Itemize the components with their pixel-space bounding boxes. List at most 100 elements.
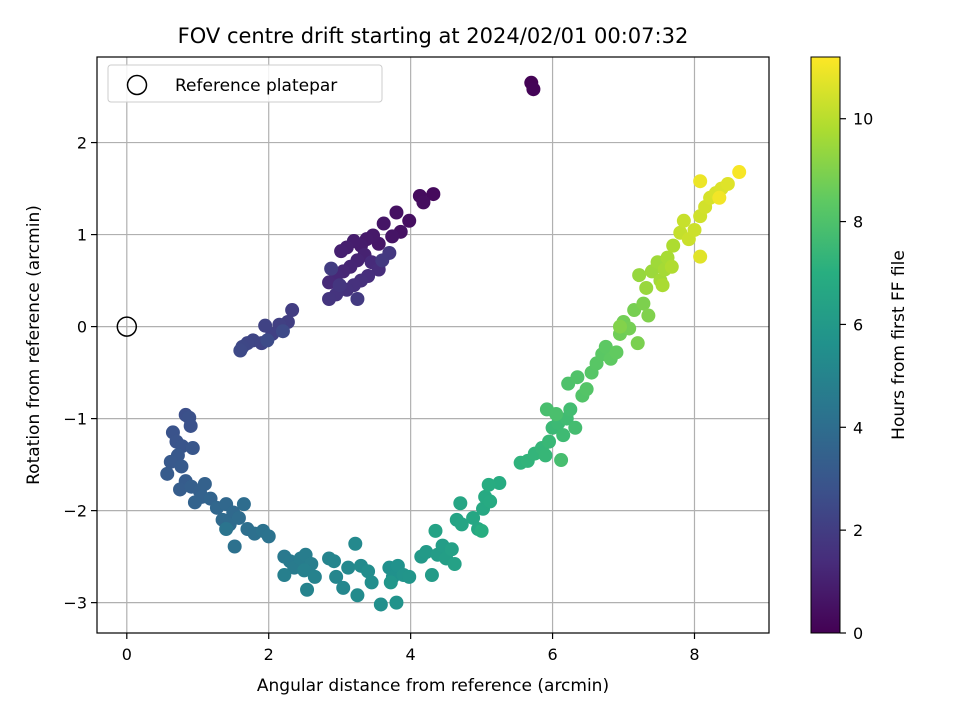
data-point	[416, 195, 431, 210]
data-point	[655, 278, 670, 293]
data-point	[300, 582, 315, 597]
data-point	[676, 213, 691, 228]
data-point	[324, 261, 339, 276]
data-point	[389, 595, 404, 610]
x-tick-label: 6	[547, 645, 557, 664]
data-point	[687, 222, 702, 237]
data-point	[297, 563, 312, 578]
data-point	[219, 522, 234, 537]
data-point	[334, 244, 349, 259]
data-point	[336, 580, 351, 595]
y-axis-label: Rotation from reference (arcmin)	[24, 205, 44, 485]
data-point	[389, 205, 404, 220]
data-point	[277, 568, 292, 583]
data-point	[258, 318, 273, 333]
data-point	[424, 568, 439, 583]
data-point	[322, 291, 337, 306]
data-point	[720, 176, 735, 191]
data-point	[712, 190, 727, 205]
y-axis-ticks: −3 −2 −1 0 1 2	[63, 134, 97, 613]
data-point	[639, 280, 654, 295]
reference-platepar-marker	[116, 316, 138, 337]
x-axis-label: Angular distance from reference (arcmin)	[257, 676, 609, 696]
data-point	[187, 495, 202, 510]
data-point	[174, 459, 189, 474]
y-tick-label: 2	[77, 134, 87, 153]
data-point	[341, 560, 356, 575]
data-point	[383, 575, 398, 590]
data-point	[570, 370, 585, 385]
data-point	[236, 497, 251, 512]
data-point	[231, 510, 246, 525]
x-tick-label: 4	[406, 645, 416, 664]
data-point	[260, 333, 275, 348]
data-point	[285, 303, 300, 318]
data-point	[481, 477, 496, 492]
data-point	[227, 539, 242, 554]
data-point	[693, 249, 708, 264]
colorbar-tick-label: 10	[853, 110, 873, 129]
data-point	[549, 407, 564, 422]
data-point	[609, 345, 624, 360]
data-point	[402, 213, 417, 228]
colorbar-tick-label: 0	[853, 624, 863, 643]
data-point	[163, 454, 178, 469]
data-point	[666, 238, 681, 253]
data-point	[447, 556, 462, 571]
data-point	[453, 496, 468, 511]
y-tick-label: −3	[63, 594, 87, 613]
data-point	[183, 418, 198, 433]
data-point	[402, 569, 417, 584]
chart-title: FOV centre drift starting at 2024/02/01 …	[178, 24, 689, 48]
colorbar-tick-label: 6	[853, 315, 863, 334]
y-tick-label: 1	[77, 226, 87, 245]
data-point	[307, 569, 322, 584]
data-point	[483, 494, 498, 509]
y-tick-label: 0	[77, 318, 87, 337]
data-point	[664, 259, 679, 274]
data-point	[612, 319, 627, 334]
data-point	[385, 229, 400, 244]
data-point	[526, 82, 541, 97]
data-point	[185, 441, 200, 456]
x-tick-label: 2	[264, 645, 274, 664]
colorbar-tick-label: 8	[853, 213, 863, 232]
data-point	[373, 597, 388, 612]
colorbar: 0 2 4 6 8 10 Hours from first FF file	[810, 56, 909, 643]
data-point	[554, 453, 569, 468]
data-point	[327, 554, 342, 569]
data-point	[261, 529, 276, 544]
colorbar-label: Hours from first FF file	[889, 250, 909, 440]
data-point	[444, 542, 459, 557]
y-tick-label: −2	[63, 502, 87, 521]
data-point	[556, 428, 571, 443]
data-point	[348, 536, 363, 551]
colorbar-tick-label: 2	[853, 521, 863, 540]
y-tick-label: −1	[63, 410, 87, 429]
data-point	[173, 482, 188, 497]
data-point	[492, 476, 507, 491]
data-point	[233, 343, 248, 358]
data-point	[428, 523, 443, 538]
data-points	[116, 75, 747, 612]
data-point	[350, 588, 365, 603]
plot-frame	[96, 56, 770, 634]
data-point	[598, 339, 613, 354]
data-point	[332, 278, 347, 293]
data-point	[419, 545, 434, 560]
colorbar-gradient	[810, 56, 841, 634]
data-point	[361, 564, 376, 579]
data-point	[466, 510, 481, 525]
data-point	[579, 382, 594, 397]
data-point	[542, 434, 557, 449]
legend-entry-reference: Reference platepar	[175, 76, 337, 96]
data-point	[376, 216, 391, 231]
data-point	[538, 448, 553, 463]
data-point	[632, 268, 647, 283]
data-point	[563, 402, 578, 417]
data-point	[568, 420, 583, 435]
data-point	[693, 174, 708, 189]
data-point	[275, 324, 290, 339]
x-tick-label: 0	[122, 645, 132, 664]
